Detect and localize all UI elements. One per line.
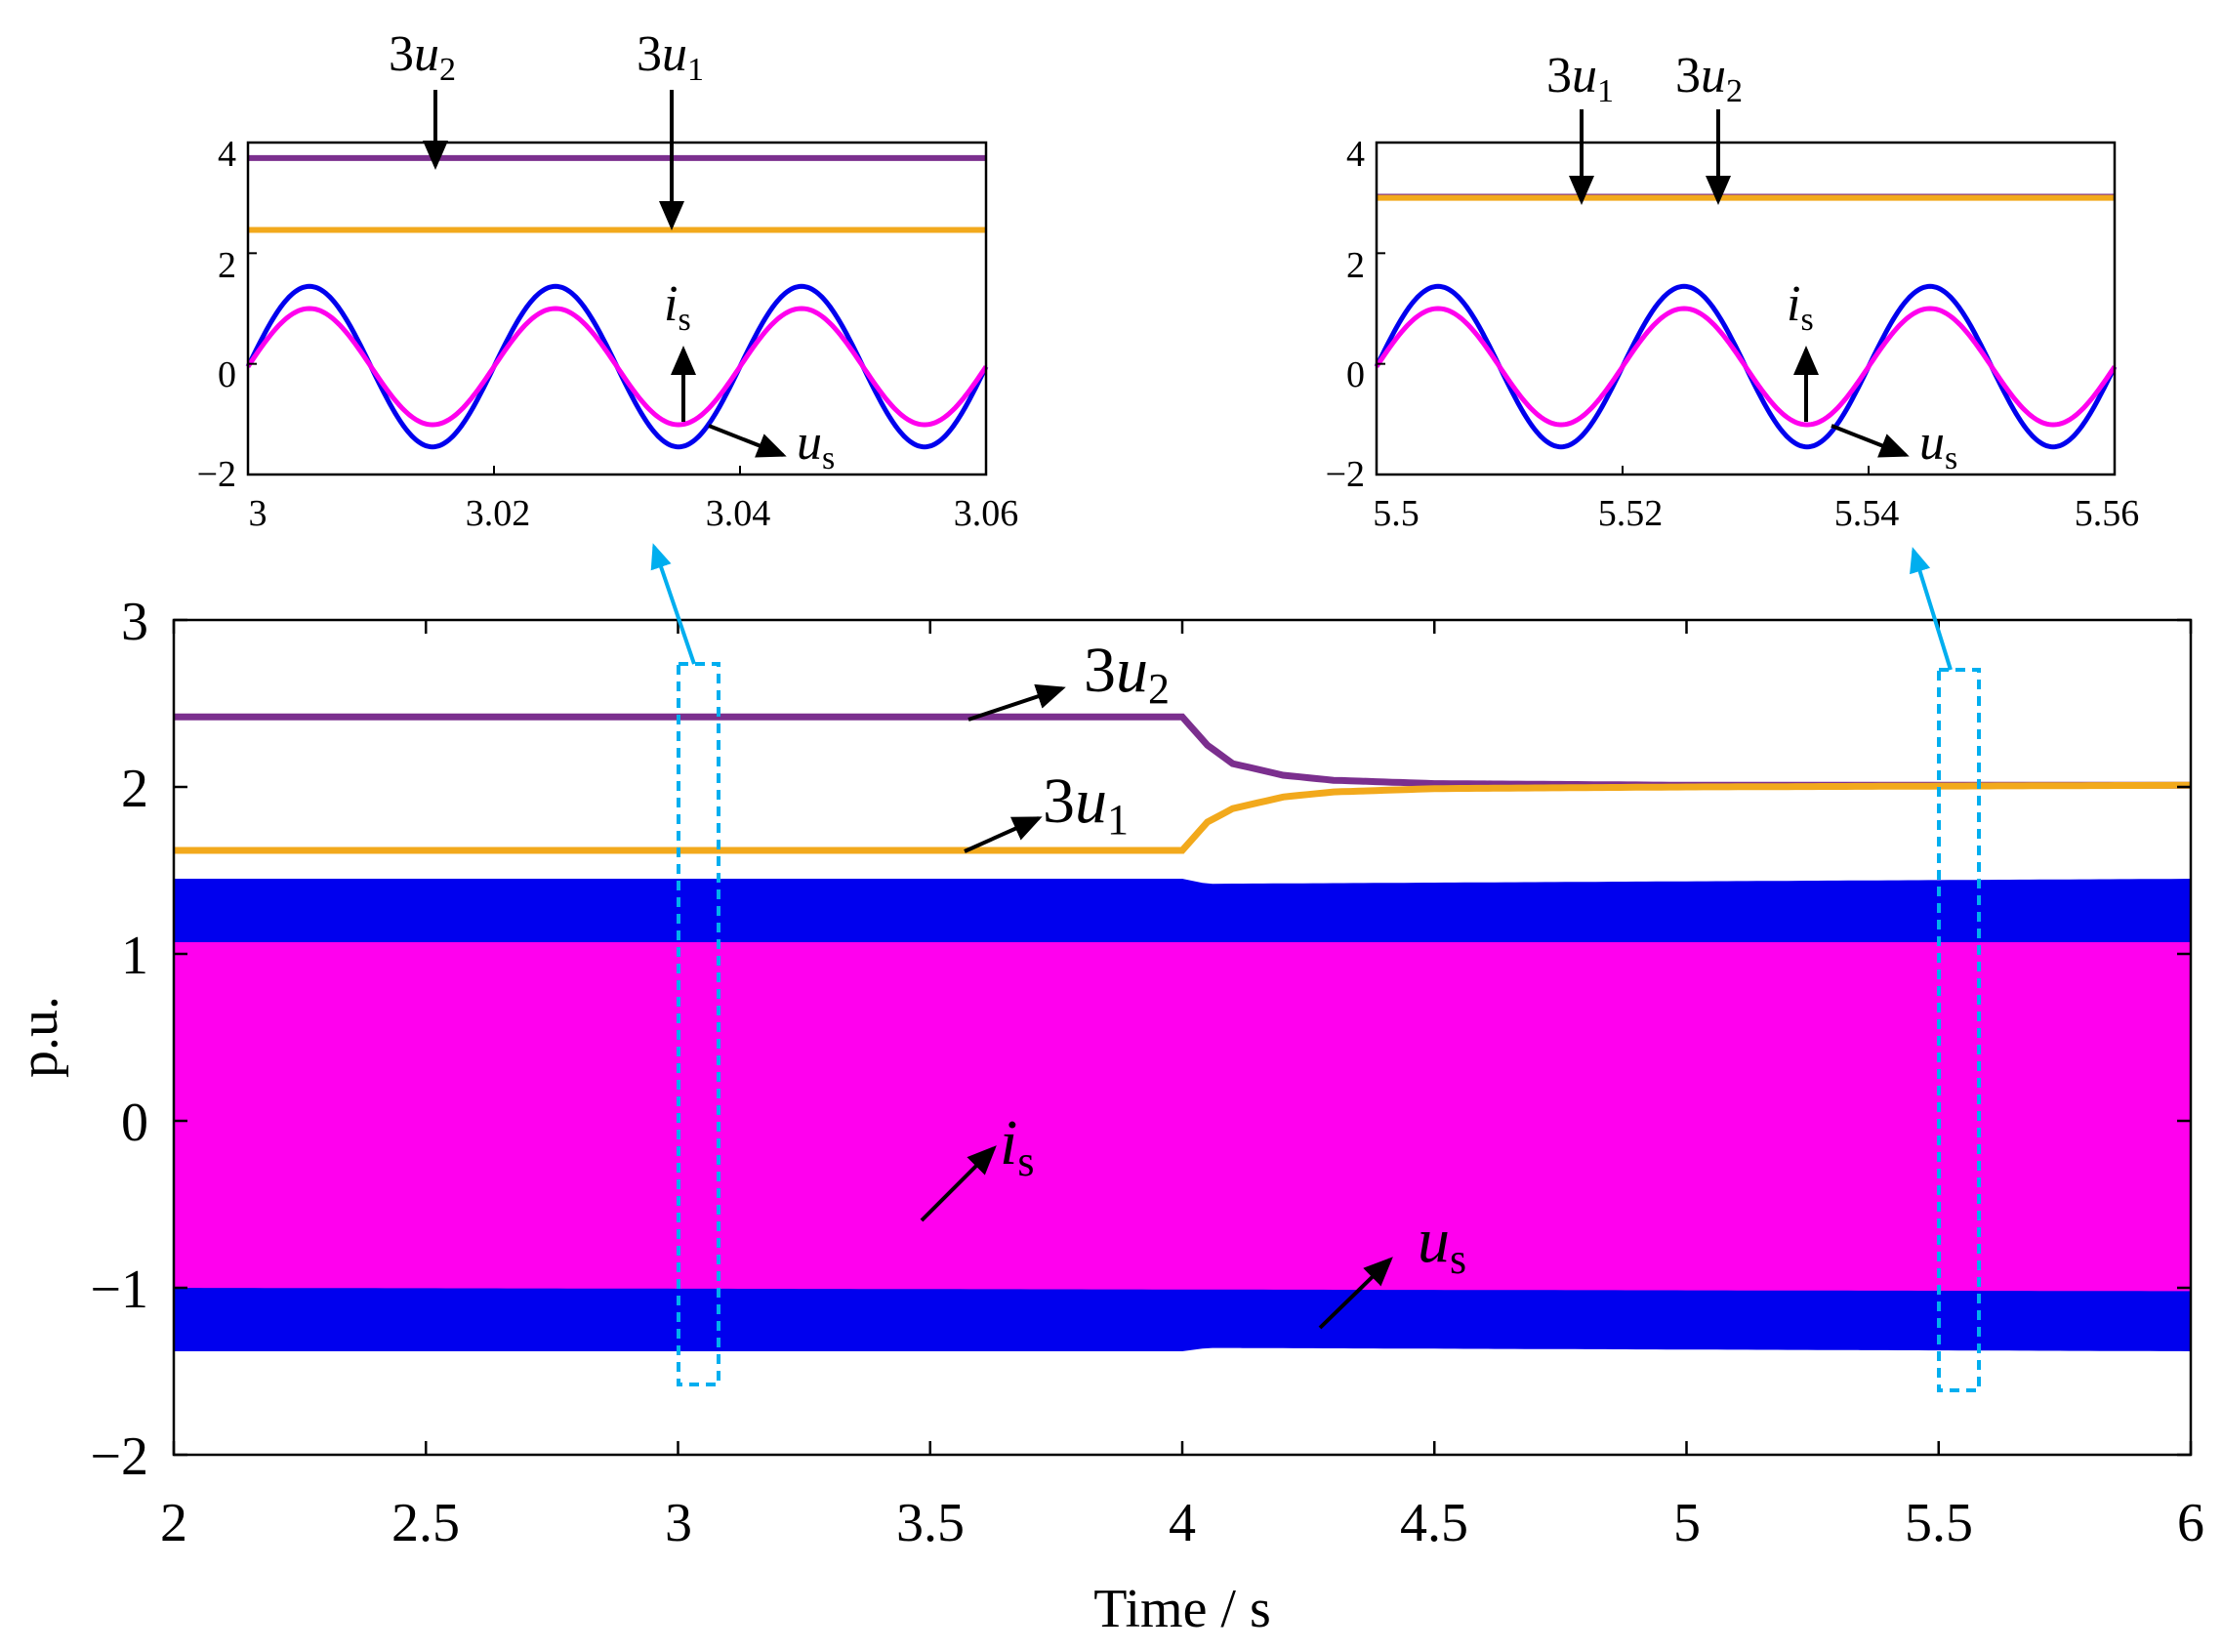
series-3u1-line: [174, 781, 2191, 854]
x-tick-label: 5.5: [1373, 493, 1420, 534]
inset-left-x-tick-labels: 3 3.02 3.04 3.06: [249, 493, 1019, 534]
y-tick-label: 2: [218, 245, 236, 286]
zoom-box-left: [677, 662, 720, 1386]
inset-chart-right: 5.5 5.52 5.54 5.56 4 2 0 −2 3u1 3u2 is u…: [1326, 48, 2140, 534]
annotation-label: is: [1000, 1107, 1034, 1185]
x-tick-label: 2: [160, 1493, 187, 1553]
inset-right-annotation-3u2: 3u2: [1675, 48, 1743, 205]
inset-left-plot-area: [245, 154, 989, 450]
inset-right-plot-area: [1374, 193, 2118, 450]
main-plot-area: [174, 713, 2191, 1351]
y-tick-label: 0: [218, 354, 236, 395]
annotation-label: 3u2: [389, 26, 456, 88]
series-is-wave: [1374, 306, 2118, 428]
x-tick-label: 3.5: [896, 1493, 965, 1553]
annotation-us: us: [1318, 1205, 1466, 1330]
annotation-label: 3u1: [1546, 48, 1614, 109]
inset-right-frame: [1375, 141, 2117, 476]
inset-right-annotation-is: is: [1787, 276, 1819, 422]
annotation-arrow: [964, 816, 1043, 853]
series-3u2-line: [174, 713, 2191, 789]
annotation-label: is: [664, 276, 691, 338]
main-chart: 2 2.5 3 3.5 4 4.5 5 5.5 6 3 2 1 0 −1 −2 …: [9, 543, 2204, 1639]
inset-left-ticks: [247, 142, 987, 475]
y-tick-label: 2: [1346, 245, 1365, 286]
y-tick-label: 1: [121, 926, 148, 986]
x-tick-label: 5.56: [2075, 493, 2140, 534]
x-tick-label: 5.54: [1834, 493, 1900, 534]
y-tick-label: −2: [1326, 454, 1365, 495]
x-tick-label: 3: [249, 493, 267, 534]
inset-left-y-tick-labels: 4 2 0 −2: [197, 134, 236, 495]
annotation-label: us: [1919, 415, 1957, 476]
y-axis-label: p.u.: [9, 996, 69, 1078]
annotation-label: 3u1: [1043, 765, 1129, 844]
annotation-arrow: [708, 424, 787, 458]
annotation-label: 3u2: [1675, 48, 1743, 109]
annotation-label: 3u1: [637, 26, 704, 88]
x-tick-label: 4.5: [1400, 1493, 1468, 1553]
y-tick-label: 2: [121, 759, 148, 819]
y-tick-label: 3: [121, 592, 148, 652]
zoom-arrow-right: [1910, 547, 1953, 671]
annotation-3u1: 3u1: [964, 765, 1129, 853]
x-tick-label: 5: [1673, 1493, 1701, 1553]
y-tick-label: 4: [1346, 134, 1365, 175]
inset-left-frame: [246, 141, 988, 476]
inset-chart-left: 3 3.02 3.04 3.06 4 2 0 −2 3u2 3u1 is us: [197, 26, 1019, 534]
x-tick-label: 4: [1169, 1493, 1196, 1553]
main-y-tick-labels: 3 2 1 0 −1 −2: [90, 592, 148, 1487]
annotation-is: is: [920, 1107, 1034, 1222]
x-axis-label: Time / s: [1093, 1579, 1271, 1639]
series-is-band: [174, 942, 2191, 1292]
x-tick-label: 3: [665, 1493, 692, 1553]
inset-left-annotation-is: is: [664, 276, 696, 422]
annotation-arrow: [1831, 424, 1910, 458]
y-tick-label: −1: [90, 1260, 148, 1320]
annotation-label: us: [797, 415, 835, 476]
y-tick-label: 0: [121, 1093, 148, 1153]
annotation-3u2: 3u2: [967, 635, 1170, 722]
zoom-arrow-left: [650, 543, 696, 665]
x-tick-label: 5.52: [1598, 493, 1664, 534]
annotation-arrow: [1318, 1257, 1393, 1330]
zoom-box-right: [1937, 668, 1981, 1392]
main-x-tick-labels: 2 2.5 3 3.5 4 4.5 5 5.5 6: [160, 1493, 2204, 1553]
inset-left-annotation-3u1: 3u1: [637, 26, 704, 230]
inset-left-annotation-3u2: 3u2: [389, 26, 456, 170]
y-tick-label: 0: [1346, 354, 1365, 395]
inset-right-annotation-3u1: 3u1: [1546, 48, 1614, 205]
annotation-label: is: [1787, 276, 1814, 338]
annotation-label: 3u2: [1084, 635, 1170, 713]
y-tick-label: −2: [197, 454, 236, 495]
inset-left-annotation-us: us: [708, 415, 835, 476]
main-ticks: [172, 618, 2193, 1457]
x-tick-label: 6: [2177, 1493, 2204, 1553]
inset-right-y-tick-labels: 4 2 0 −2: [1326, 134, 1365, 495]
inset-right-annotation-us: us: [1831, 415, 1957, 476]
x-tick-label: 5.5: [1905, 1493, 1973, 1553]
x-tick-label: 3.06: [954, 493, 1019, 534]
x-tick-label: 3.02: [466, 493, 531, 534]
inset-right-ticks: [1376, 142, 2116, 475]
annotation-arrow: [967, 683, 1066, 722]
x-tick-label: 3.04: [706, 493, 771, 534]
series-is-wave: [245, 306, 989, 428]
y-tick-label: 4: [218, 134, 236, 175]
inset-right-x-tick-labels: 5.5 5.52 5.54 5.56: [1373, 493, 2139, 534]
y-tick-label: −2: [90, 1426, 148, 1487]
annotation-arrow: [920, 1145, 997, 1222]
annotation-label: us: [1418, 1205, 1466, 1283]
x-tick-label: 2.5: [391, 1493, 460, 1553]
